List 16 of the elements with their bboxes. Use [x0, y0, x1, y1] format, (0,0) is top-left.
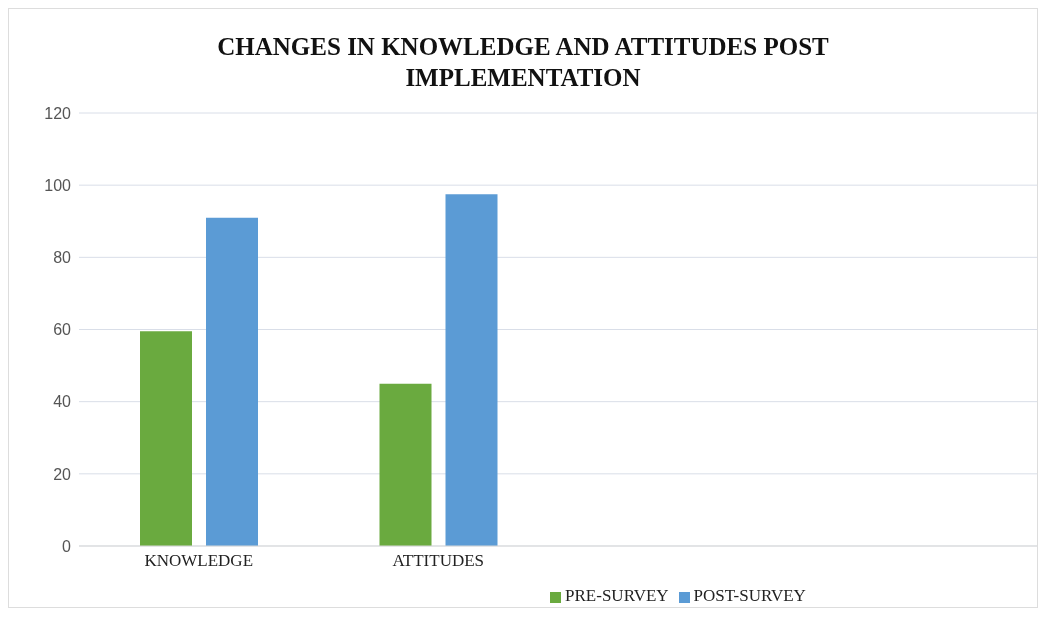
y-tick-label: 120 — [44, 104, 72, 122]
y-tick-label: 80 — [53, 249, 72, 267]
y-tick-label: 100 — [44, 176, 72, 194]
y-tick-label: 20 — [53, 465, 72, 483]
bar — [140, 331, 192, 546]
bar — [206, 217, 258, 546]
chart-title: CHANGES IN KNOWLEDGE AND ATTITUDES POST IMPLEMENTATION — [216, 32, 830, 93]
x-tick-label: KNOWLEDGE — [144, 551, 254, 571]
legend-label: PRE-SURVEY — [565, 586, 669, 605]
y-tick-label: 0 — [62, 537, 72, 555]
legend-label: POST-SURVEY — [693, 586, 806, 605]
bar — [445, 194, 498, 546]
bar — [379, 383, 432, 546]
y-tick-label: 40 — [53, 393, 72, 411]
x-tick-label: ATTITUDES — [392, 551, 485, 571]
y-tick-label: 60 — [53, 321, 72, 339]
